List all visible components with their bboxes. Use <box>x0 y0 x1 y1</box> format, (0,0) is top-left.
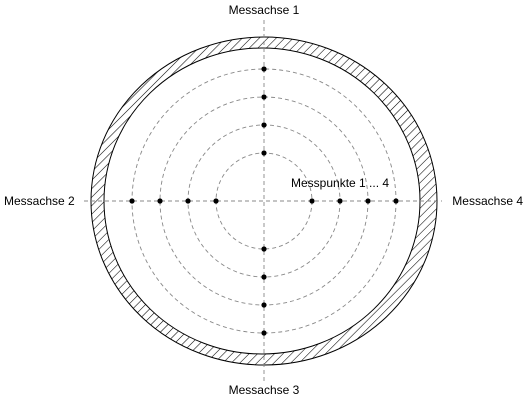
point-axis3-3 <box>261 302 267 308</box>
measurement-points <box>129 66 399 336</box>
point-axis3-4 <box>261 330 267 336</box>
label-axis-3: Messachse 3 <box>229 383 300 397</box>
point-axis4-4 <box>393 198 399 204</box>
point-axis1-4 <box>261 66 267 72</box>
point-axis1-1 <box>261 150 267 156</box>
label-axis-2: Messachse 2 <box>4 194 75 208</box>
point-axis4-2 <box>337 198 343 204</box>
point-axis2-4 <box>129 198 135 204</box>
label-axis-1: Messachse 1 <box>229 3 300 17</box>
point-axis4-3 <box>365 198 371 204</box>
point-axis2-1 <box>213 198 219 204</box>
label-axis-4: Messachse 4 <box>452 194 523 208</box>
point-axis1-3 <box>261 94 267 100</box>
point-axis3-1 <box>261 246 267 252</box>
point-axis2-2 <box>185 198 191 204</box>
point-axis2-3 <box>157 198 163 204</box>
point-axis1-2 <box>261 122 267 128</box>
point-axis3-2 <box>261 274 267 280</box>
point-axis4-1 <box>309 198 315 204</box>
dashed-measurement-axes <box>84 20 442 382</box>
label-measurement-points: Messpunkte 1 ... 4 <box>291 176 389 190</box>
